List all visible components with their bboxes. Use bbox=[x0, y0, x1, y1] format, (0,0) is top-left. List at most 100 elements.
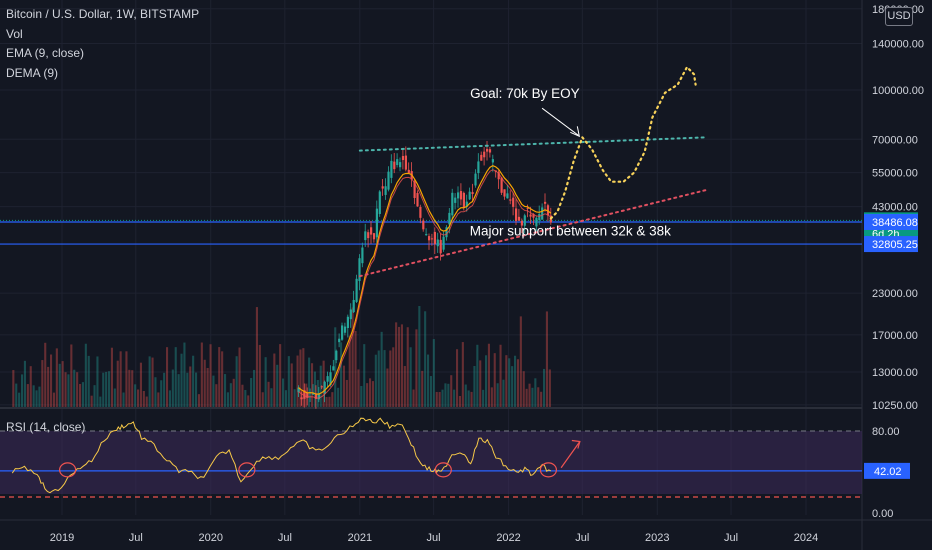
volume-bar bbox=[281, 378, 285, 407]
rsi-legend[interactable]: RSI (14, close) bbox=[6, 420, 86, 434]
candle-body bbox=[314, 394, 318, 399]
volume-bar bbox=[134, 384, 137, 407]
candle-body bbox=[323, 381, 326, 394]
candle-body bbox=[367, 232, 370, 239]
legend-dema[interactable]: DEMA (9) bbox=[6, 65, 59, 80]
volume-bar bbox=[482, 389, 485, 407]
legend-ema[interactable]: EMA (9, close) bbox=[6, 46, 85, 60]
candle-body bbox=[381, 186, 384, 189]
volume-bar bbox=[511, 366, 514, 407]
volume-bar bbox=[110, 347, 113, 407]
candle-body bbox=[430, 238, 434, 240]
rsi-circle bbox=[539, 462, 558, 478]
volume-bar bbox=[58, 363, 61, 407]
candle-body bbox=[358, 258, 361, 282]
volume-bar bbox=[415, 329, 418, 407]
volume-bar bbox=[215, 384, 218, 407]
volume-bar bbox=[264, 357, 267, 407]
volume-bar bbox=[192, 355, 195, 407]
volume-bar bbox=[226, 392, 229, 407]
candle-body bbox=[297, 387, 300, 393]
volume-bar bbox=[426, 354, 430, 407]
candle-body bbox=[477, 161, 480, 174]
volume-bar bbox=[493, 353, 496, 407]
volume-bar bbox=[212, 375, 215, 407]
time-tick-label: Jul bbox=[575, 532, 589, 544]
volume-bar bbox=[252, 369, 256, 407]
volume-bar bbox=[284, 390, 287, 407]
volume-bar bbox=[467, 390, 470, 407]
volume-bar bbox=[107, 371, 111, 407]
candle-body bbox=[349, 309, 352, 320]
volume-bar bbox=[525, 388, 528, 407]
candle-body bbox=[462, 192, 466, 208]
volume-bar bbox=[44, 342, 47, 407]
volume-bar bbox=[96, 356, 99, 407]
dema-line bbox=[298, 169, 552, 399]
volume-bar bbox=[374, 354, 377, 407]
volume-bar bbox=[125, 351, 128, 407]
legend-symbol[interactable]: Bitcoin / U.S. Dollar, 1W, BITSTAMP bbox=[6, 7, 200, 21]
volume-bar bbox=[244, 390, 247, 407]
volume-bar bbox=[334, 327, 337, 407]
volume-bar bbox=[537, 387, 540, 407]
volume-bar bbox=[383, 350, 386, 407]
candle-body bbox=[390, 160, 393, 178]
candle-body bbox=[474, 173, 477, 186]
volume-bar bbox=[235, 356, 238, 407]
volume-bar bbox=[458, 396, 461, 407]
volume-bar bbox=[464, 384, 467, 407]
volume-bar bbox=[487, 343, 490, 407]
volume-bar bbox=[35, 390, 38, 407]
candle-body bbox=[538, 213, 541, 221]
volume-bar bbox=[496, 383, 499, 407]
volume-bar bbox=[229, 383, 232, 407]
volume-bar bbox=[389, 350, 392, 407]
legend-vol[interactable]: Vol bbox=[6, 26, 23, 41]
candle-body bbox=[361, 247, 364, 264]
candle-body bbox=[509, 199, 512, 201]
volume-bar bbox=[250, 378, 253, 407]
candle-body bbox=[364, 231, 367, 241]
volume-bar bbox=[513, 355, 517, 407]
candle-body bbox=[312, 393, 315, 395]
candle-body bbox=[384, 186, 387, 195]
candle-body bbox=[445, 227, 448, 238]
volume-bar bbox=[453, 389, 456, 407]
price-tick-label: 43000.00 bbox=[872, 202, 918, 214]
volume-bar bbox=[290, 363, 293, 407]
candle-body bbox=[419, 207, 422, 218]
volume-bar bbox=[29, 366, 32, 407]
candle-body bbox=[535, 217, 538, 227]
candle-body bbox=[439, 239, 442, 254]
candle-body bbox=[512, 197, 515, 207]
candle-body bbox=[517, 216, 521, 221]
volume-bar bbox=[342, 365, 345, 407]
volume-bar bbox=[136, 389, 140, 407]
candle-body bbox=[370, 227, 373, 235]
volume-bar bbox=[165, 347, 169, 407]
candle-body bbox=[515, 208, 518, 221]
candle-body bbox=[541, 207, 544, 220]
volume-bar bbox=[522, 371, 525, 407]
chart-legend: Bitcoin / U.S. Dollar, 1W, BITSTAMP Vol … bbox=[6, 5, 199, 83]
volume-bar bbox=[61, 361, 64, 407]
volume-bar bbox=[308, 357, 311, 407]
volume-bar bbox=[247, 395, 250, 407]
price-tick-label: 140000.00 bbox=[872, 38, 924, 50]
rsi-arrowhead bbox=[571, 439, 581, 449]
drawn-trendlines bbox=[358, 65, 708, 278]
annotations: Goal: 70k By EOY Major support between 32… bbox=[470, 86, 671, 238]
volume-bar bbox=[400, 324, 403, 407]
currency-badge[interactable]: USD bbox=[885, 7, 913, 26]
candle-body bbox=[428, 236, 431, 241]
candle-body bbox=[497, 172, 500, 180]
volume-bar bbox=[26, 384, 29, 407]
candle-body bbox=[346, 316, 350, 329]
rsi-band bbox=[0, 431, 862, 494]
volume-bar bbox=[93, 385, 96, 407]
candle-body bbox=[544, 201, 547, 204]
volume-bar bbox=[200, 342, 203, 407]
volume-bar bbox=[418, 305, 421, 407]
